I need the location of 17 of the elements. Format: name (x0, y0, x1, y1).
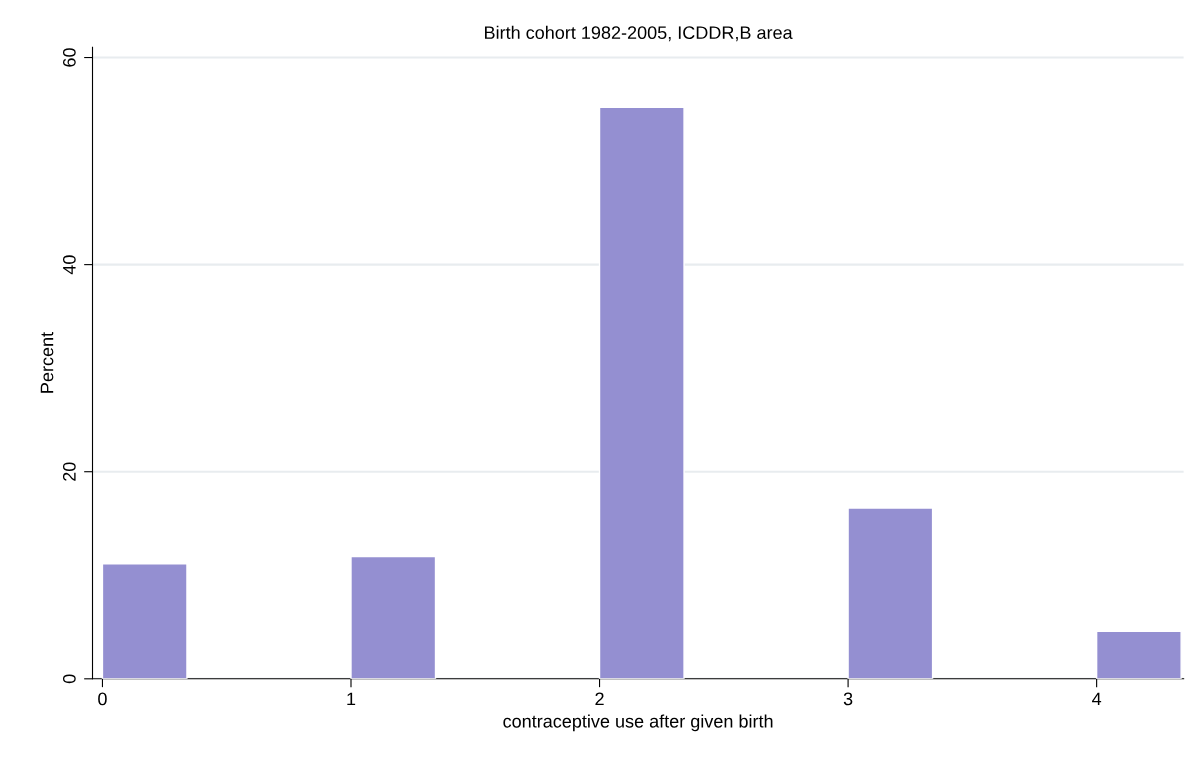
x-axis-title: contraceptive use after given birth (503, 714, 773, 732)
y-tick-label: 0 (62, 674, 76, 684)
y-tick-label: 20 (62, 462, 76, 481)
y-tick-label: 60 (62, 48, 76, 67)
x-tick-label: 2 (595, 692, 604, 706)
bar (598, 106, 685, 679)
bar (1095, 630, 1182, 679)
bar (847, 507, 934, 679)
bar (101, 563, 188, 679)
chart-title: Birth cohort 1982-2005, ICDDR,B area (485, 25, 793, 42)
y-tick-label: 40 (62, 255, 76, 275)
x-tick-label: 3 (843, 692, 853, 706)
y-axis-title: Percent (40, 332, 54, 393)
x-tick-label: 4 (1092, 692, 1102, 706)
x-tick-label: 1 (347, 692, 356, 706)
x-tick-label: 0 (98, 692, 107, 706)
bar (350, 555, 437, 679)
